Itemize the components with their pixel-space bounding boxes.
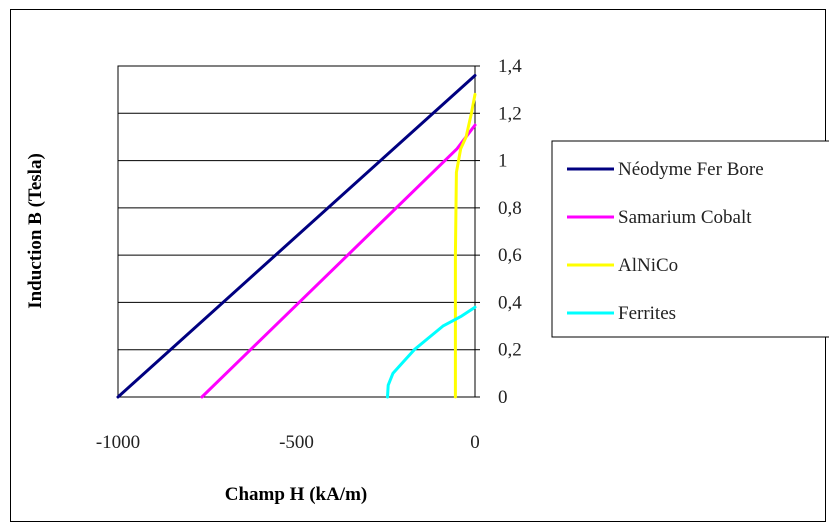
legend-label: Néodyme Fer Bore [618, 159, 764, 180]
x-tick-label: -1000 [96, 432, 140, 453]
legend-label: AlNiCo [618, 255, 678, 276]
plot-area [117, 65, 476, 398]
y-tick-labels: 0 0,2 0,4 0,6 0,8 1 1,2 1,4 [498, 56, 522, 408]
y-tick-label: 1 [498, 151, 508, 172]
legend-label: Samarium Cobalt [618, 207, 752, 228]
y-tick-label: 1,2 [498, 103, 522, 124]
series-layer [116, 74, 477, 399]
legend: Néodyme Fer Bore Samarium Cobalt AlNiCo Fer… [551, 140, 829, 338]
x-tick-label: -500 [279, 432, 314, 453]
series-line-3 [453, 92, 477, 399]
legend-label: Ferrites [618, 303, 676, 324]
series-line-2 [200, 123, 477, 399]
y-tick-label: 0,2 [498, 340, 522, 361]
y-tick-label: 0,6 [498, 245, 522, 266]
x-tick-label: 0 [470, 432, 480, 453]
x-tick-labels: -1000 -500 0 [96, 432, 480, 453]
legend-box [551, 140, 829, 338]
x-axis-title: Champ H (kA/m) [225, 484, 368, 505]
series-line-1 [116, 74, 477, 399]
y-tick-label: 0 [498, 387, 508, 408]
y-tick-label: 1,4 [498, 56, 522, 77]
series-line-4 [386, 305, 477, 399]
y-tick-label: 0,4 [498, 292, 522, 313]
y-tick-label: 0,8 [498, 198, 522, 219]
y-axis-title: Induction B (Tesla) [25, 153, 46, 309]
